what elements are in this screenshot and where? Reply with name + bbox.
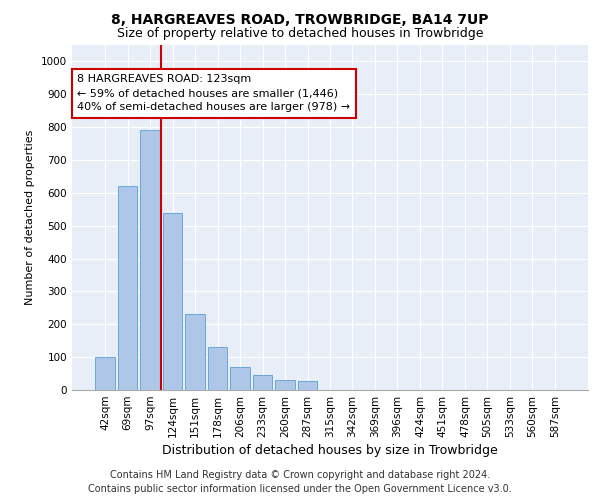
Text: Size of property relative to detached houses in Trowbridge: Size of property relative to detached ho… [117, 28, 483, 40]
Bar [163, 212, 182, 390]
Bar [185, 314, 205, 390]
Bar [230, 367, 250, 390]
Text: 8 HARGREAVES ROAD: 123sqm
← 59% of detached houses are smaller (1,446)
40% of se: 8 HARGREAVES ROAD: 123sqm ← 59% of detac… [77, 74, 350, 112]
Bar [208, 348, 227, 390]
Bar [118, 186, 137, 390]
Bar [253, 375, 272, 390]
Bar [275, 380, 295, 390]
Bar [298, 381, 317, 390]
Bar [95, 357, 115, 390]
Bar [140, 130, 160, 390]
Y-axis label: Number of detached properties: Number of detached properties [25, 130, 35, 305]
Text: 8, HARGREAVES ROAD, TROWBRIDGE, BA14 7UP: 8, HARGREAVES ROAD, TROWBRIDGE, BA14 7UP [111, 12, 489, 26]
Text: Contains HM Land Registry data © Crown copyright and database right 2024.
Contai: Contains HM Land Registry data © Crown c… [88, 470, 512, 494]
X-axis label: Distribution of detached houses by size in Trowbridge: Distribution of detached houses by size … [162, 444, 498, 457]
